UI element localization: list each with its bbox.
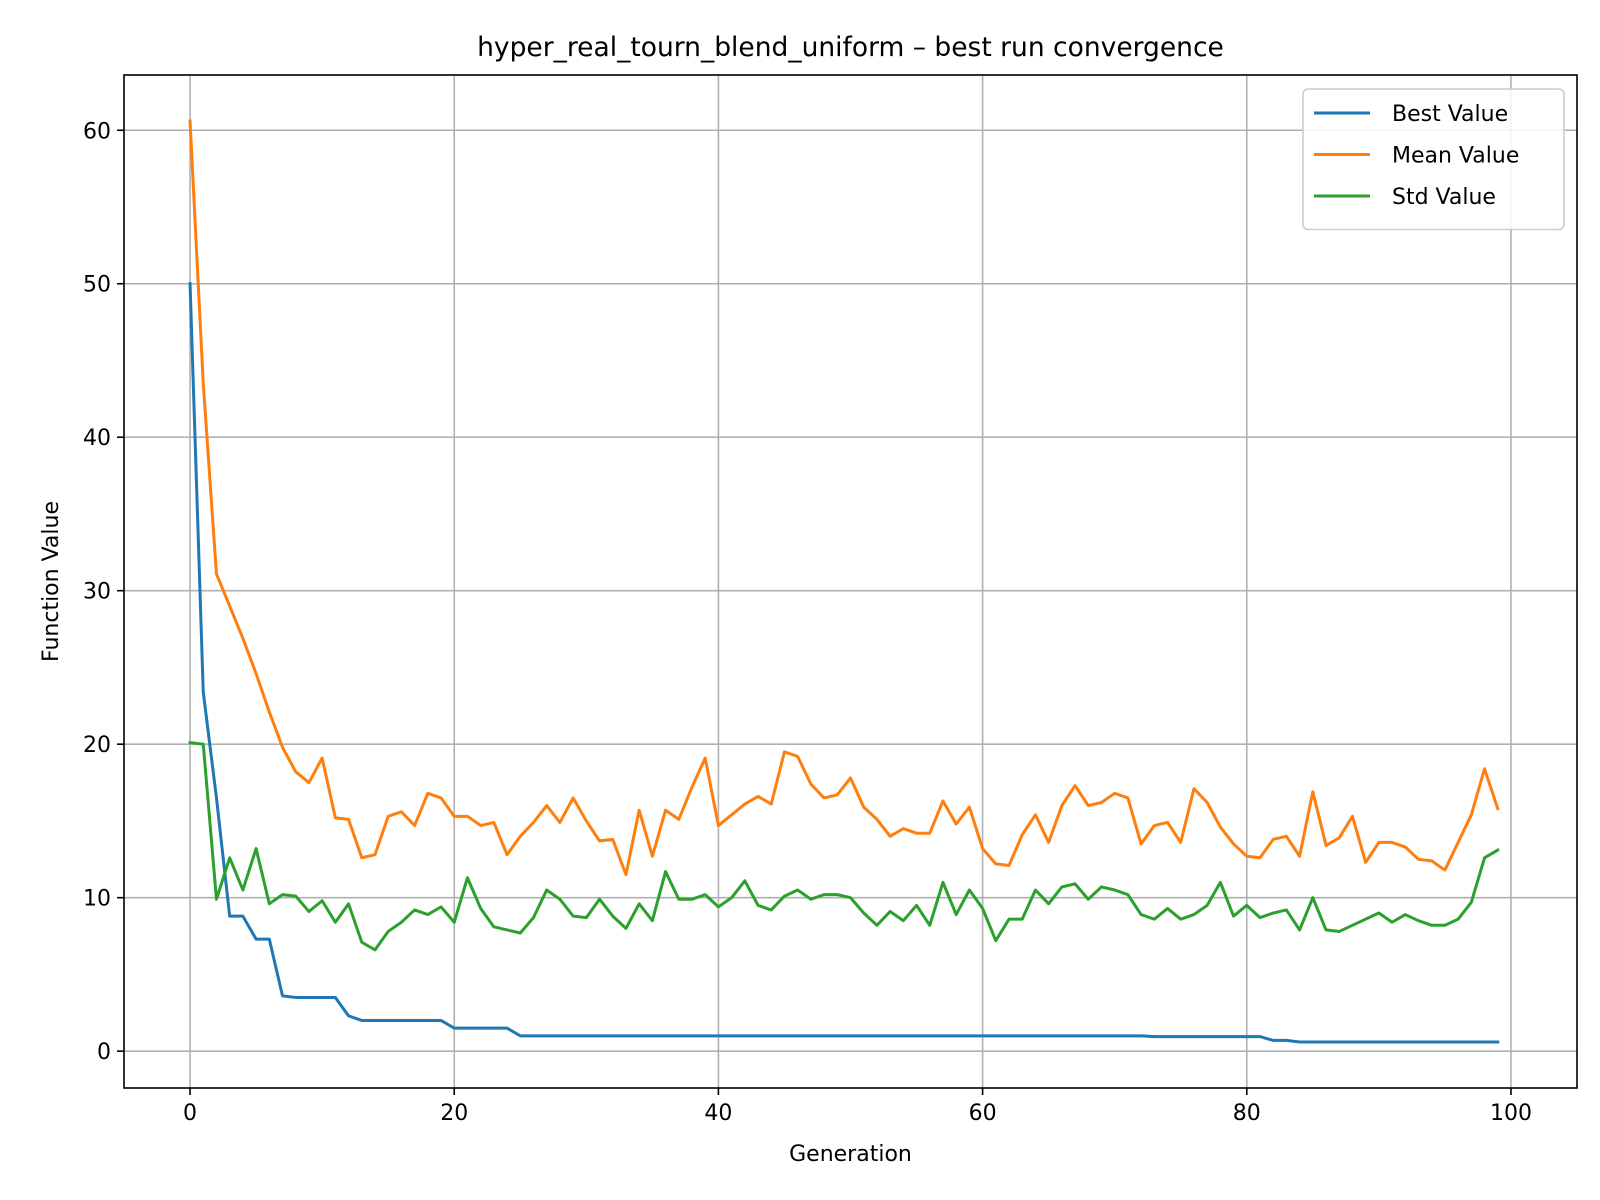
legend-label-mean-value: Mean Value: [1392, 144, 1519, 169]
y-tick-label: 40: [83, 426, 111, 451]
y-tick-label: 60: [83, 119, 111, 144]
x-tick-label: 20: [440, 1101, 468, 1126]
series-line-mean-value: [188, 119, 1500, 877]
chart-title: hyper_real_tourn_blend_uniform – best ru…: [477, 32, 1224, 63]
ticks: 0 20 40 60 80 100 0 10 20 30 40 50 60: [83, 119, 1532, 1126]
x-tick-label: 80: [1233, 1101, 1261, 1126]
y-tick-label: 20: [83, 733, 111, 758]
series-layer: [188, 119, 1500, 1044]
y-tick-label: 0: [97, 1040, 111, 1065]
y-axis-title: Function Value: [39, 501, 64, 662]
y-tick-label: 30: [83, 580, 111, 605]
series-line-best-value: [188, 282, 1500, 1044]
legend: Best Value Mean Value Std Value: [1302, 88, 1565, 231]
legend-label-best-value: Best Value: [1392, 102, 1508, 127]
legend-box: [1302, 88, 1565, 231]
x-tick-label: 0: [183, 1101, 197, 1126]
plot-frame: [123, 74, 1578, 1089]
x-tick-label: 40: [704, 1101, 732, 1126]
y-tick-label: 50: [83, 273, 111, 298]
y-tick-label: 10: [83, 887, 111, 912]
series-line-std-value: [188, 740, 1500, 952]
x-tick-label: 100: [1490, 1101, 1532, 1126]
legend-label-std-value: Std Value: [1392, 185, 1496, 210]
grid: [124, 75, 1577, 1088]
x-tick-label: 60: [969, 1101, 997, 1126]
x-axis-title: Generation: [789, 1142, 912, 1167]
